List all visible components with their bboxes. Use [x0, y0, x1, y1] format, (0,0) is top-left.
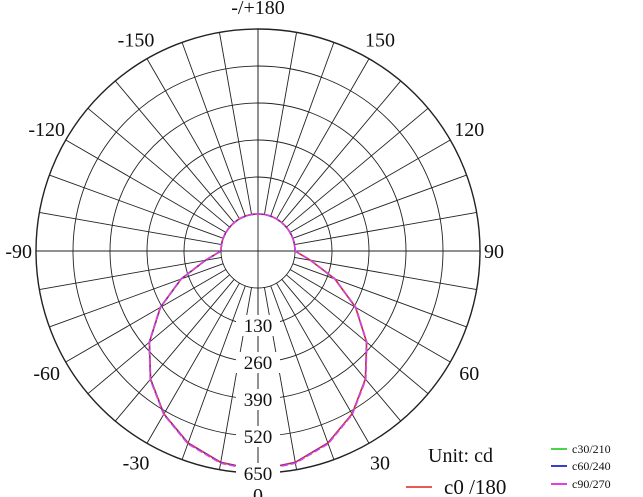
radial-tick-label: 520 [244, 427, 273, 448]
angle-tick-label: -120 [28, 119, 65, 141]
grid-spoke [281, 279, 402, 422]
angle-tick-label: 120 [454, 119, 484, 141]
angle-tick-label: 0 [253, 485, 263, 497]
radial-tick-labels: 130 260 390 520 650 [236, 315, 280, 485]
angle-tick-label: 90 [484, 241, 504, 263]
radial-tick-label: 130 [244, 316, 273, 337]
legend-label-c60: c60/240 [572, 459, 611, 473]
polar-grid [35, 28, 481, 474]
grid-spoke [65, 139, 227, 233]
grid-spoke [292, 174, 467, 239]
legend-item-c30: c30/210 [551, 442, 611, 456]
grid-spoke [181, 42, 246, 217]
grid-spoke [281, 80, 402, 223]
angle-tick-label: 60 [459, 363, 479, 385]
radial-label-bg [236, 315, 280, 336]
grid-spoke [286, 107, 429, 228]
grid-spoke [294, 256, 477, 290]
grid-spoke [114, 80, 235, 223]
grid-spoke [49, 174, 224, 239]
grid-spoke [276, 282, 370, 444]
grid-spoke [219, 32, 253, 215]
grid-spoke [181, 285, 246, 460]
legend-item-c90: c90/270 [551, 477, 611, 491]
radial-tick-label: 260 [244, 353, 273, 374]
grid-spoke [39, 212, 222, 246]
legend-label-c90: c90/270 [572, 477, 611, 491]
grid-spoke [114, 279, 235, 422]
grid-spoke [270, 285, 335, 460]
grid-spoke [289, 139, 451, 233]
radial-label-bg [236, 463, 280, 484]
grid-spoke [146, 282, 240, 444]
legend-item-c0: c0 /180 [406, 475, 506, 497]
grid-spoke [39, 256, 222, 290]
grid-spoke [294, 212, 477, 246]
angle-tick-label: 30 [370, 452, 390, 474]
angle-tick-label: 150 [365, 30, 395, 52]
angle-tick-labels: -/+180 -150 150 -120 120 -90 90 -60 60 -30 30 0 [5, 0, 504, 497]
intensity-curves [148, 213, 368, 472]
radial-label-bg [236, 352, 280, 373]
angle-tick-label: -90 [5, 241, 32, 263]
grid-spoke [49, 263, 224, 328]
grid-spoke [87, 274, 230, 395]
legend-label-c0: c0 /180 [444, 475, 506, 497]
radial-tick-label: 650 [244, 464, 273, 485]
angle-tick-label: -150 [118, 30, 155, 52]
angle-tick-label: -30 [123, 452, 150, 474]
grid-spoke [65, 269, 227, 363]
grid-spoke [87, 107, 230, 228]
unit-label: Unit: cd [428, 445, 493, 467]
angle-tick-label: -60 [33, 363, 60, 385]
grid-spoke [270, 42, 335, 217]
grid-spoke [286, 274, 429, 395]
grid-spoke [263, 32, 297, 215]
radial-label-bg [236, 389, 280, 410]
legend-item-c60: c60/240 [551, 459, 611, 473]
radial-tick-label: 390 [244, 390, 273, 411]
grid-spoke [289, 269, 451, 363]
legend: c0 /180 c30/210 c60/240 c90/270 [406, 442, 611, 497]
legend-label-c30: c30/210 [572, 442, 611, 456]
grid-spoke [146, 58, 240, 220]
series-curve-c90-270 [148, 213, 368, 472]
grid-spoke [276, 58, 370, 220]
radial-label-bg [236, 426, 280, 447]
angle-tick-label: -/+180 [231, 0, 285, 19]
grid-spoke [292, 263, 467, 328]
